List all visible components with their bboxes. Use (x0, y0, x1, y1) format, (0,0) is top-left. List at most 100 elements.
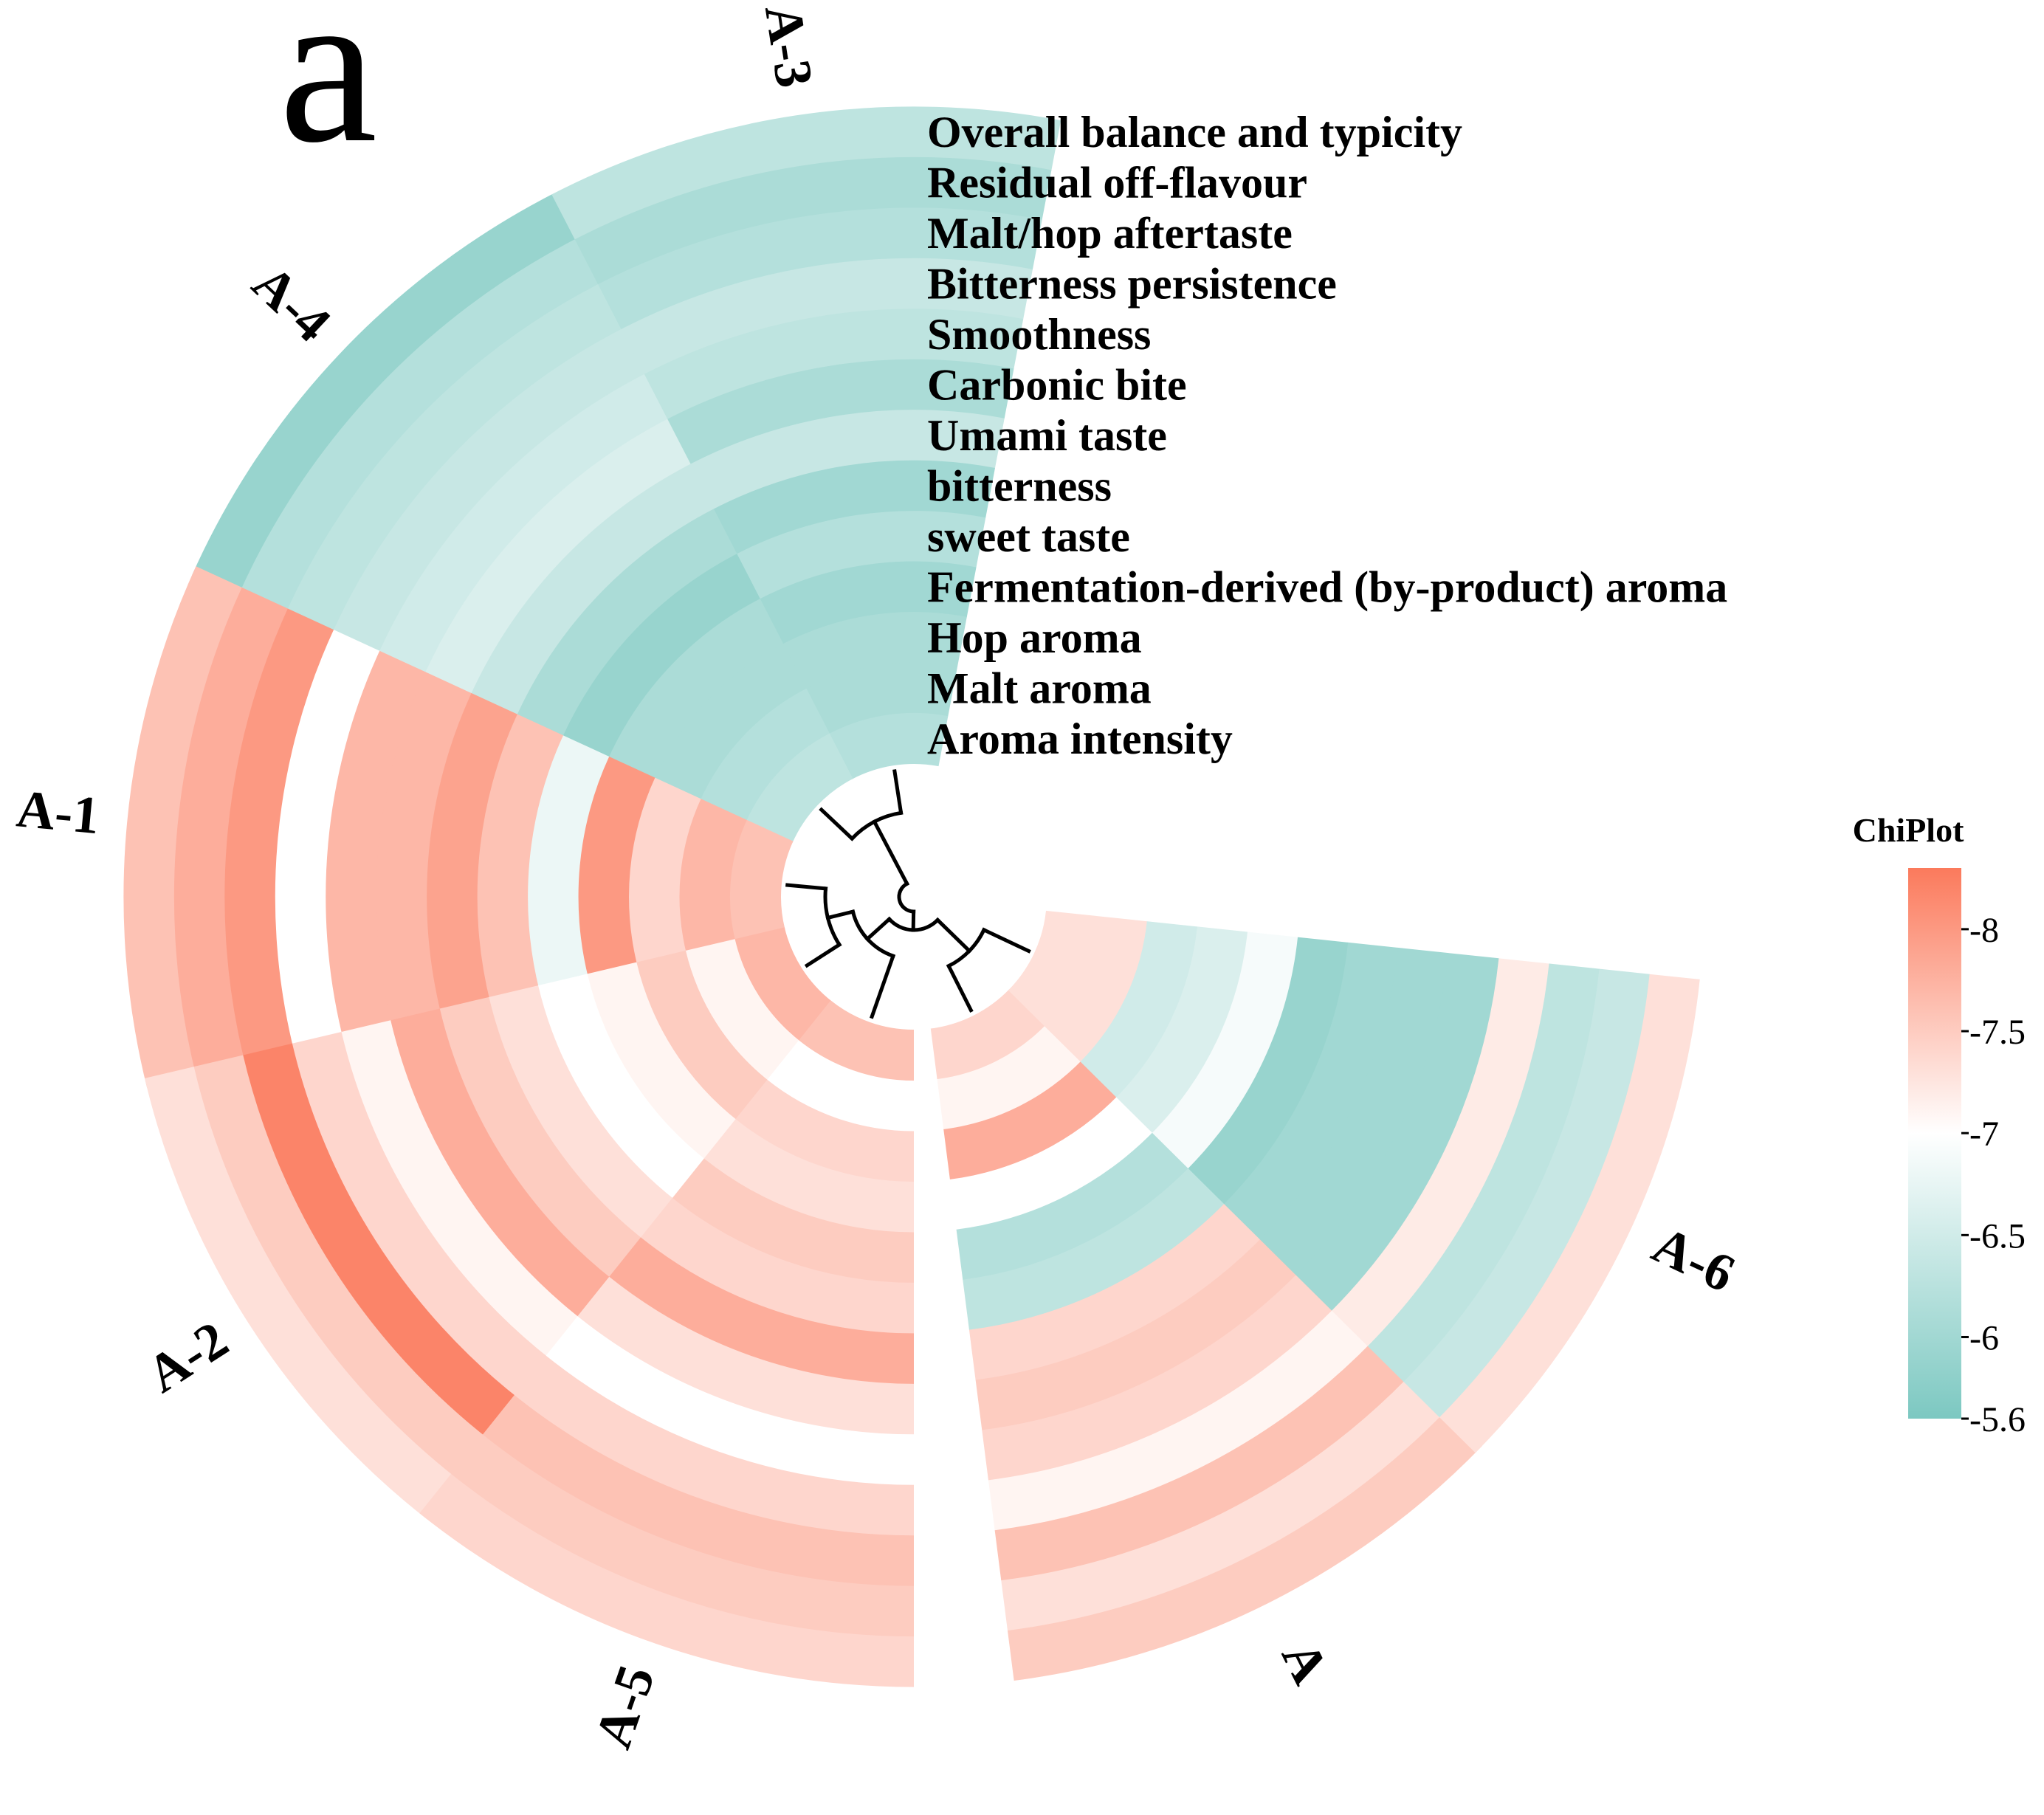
heatmap-cell (390, 1008, 615, 1320)
heatmap-cell (1080, 921, 1197, 1098)
heatmap-cell (613, 258, 1033, 379)
column-label: A-4 (241, 253, 342, 353)
row-label: Residual off-flavour (927, 159, 1307, 207)
heatmap-cell (609, 1236, 914, 1384)
heatmap-cell (1007, 1410, 1483, 1681)
heatmap-cell (1188, 937, 1349, 1205)
legend-tick-label: -6 (1969, 1318, 1999, 1357)
row-label: Umami taste (927, 411, 1167, 460)
heatmap-cell (469, 464, 715, 720)
heatmap-cell (685, 939, 802, 1082)
heatmap-cell (1403, 968, 1650, 1418)
row-label: Hop aroma (927, 613, 1142, 662)
heatmap-cell (994, 1340, 1410, 1581)
heatmap-cell (514, 1355, 914, 1536)
dendrogram-branch (892, 769, 904, 816)
heatmap-cell (956, 1129, 1192, 1280)
heatmap-cell (943, 1059, 1119, 1179)
legend-tick-label: -5.6 (1969, 1400, 2026, 1439)
row-label: Fermentation-derived (by-product) aroma (927, 562, 1727, 611)
row-label: sweet taste (927, 512, 1130, 561)
row-label: bitterness (927, 461, 1112, 510)
heatmap-cell (577, 1276, 914, 1435)
heatmap-cell (703, 1118, 914, 1233)
heatmap-cell (653, 643, 807, 802)
dendrogram (785, 769, 1031, 1019)
dendrogram-branch (935, 917, 972, 954)
heatmap-cell (566, 156, 1052, 289)
heatmap-cell (1115, 926, 1248, 1133)
heatmap-cell (145, 1067, 459, 1520)
heatmap-cell (376, 373, 668, 679)
dendrogram-branch (785, 883, 828, 891)
heatmap-cell (561, 554, 760, 761)
heatmap-cell (1367, 963, 1600, 1382)
heatmap-cell (587, 962, 739, 1162)
heatmap-cell (482, 1394, 914, 1586)
legend-tick-label: -7 (1969, 1115, 1999, 1154)
heatmap-cell (709, 460, 996, 557)
heatmap-cell (1331, 958, 1549, 1346)
heatmap-cell (746, 733, 853, 843)
heatmap-cell (637, 309, 1024, 423)
heatmap-cell (326, 650, 426, 1039)
heatmap-cell (427, 693, 518, 1015)
heatmap-cell (734, 927, 833, 1042)
heatmap-cell (827, 712, 949, 780)
heatmap-cell (578, 756, 655, 978)
dendrogram-branch (946, 963, 974, 1013)
heatmap-cell (528, 735, 610, 991)
heatmap-cell (672, 1158, 914, 1283)
heatmap-cell (1223, 942, 1399, 1240)
heatmap-cell (679, 799, 748, 954)
legend-ticks: -8 -7.5 -7 -6.5 -6 -5.6 (1961, 911, 2026, 1439)
row-label: Overall balance and typicity (927, 108, 1462, 156)
heatmap-cell (1001, 1375, 1446, 1631)
dendrogram-branch (872, 819, 910, 886)
heatmap-cell (538, 974, 708, 1202)
heatmap-cell (238, 239, 599, 617)
heatmap-cell (937, 1024, 1083, 1129)
heatmap-cell (735, 1079, 914, 1182)
heatmap-cell (224, 608, 334, 1064)
row-label: Bitterness persistence (927, 260, 1337, 309)
heatmap-cell (243, 1043, 521, 1440)
heatmap-cell (685, 410, 1005, 512)
heatmap-cell (1152, 931, 1298, 1168)
heatmap-cell (988, 1305, 1374, 1531)
heatmap-cell (641, 1197, 914, 1334)
legend-title: ChiPlot (1853, 811, 1964, 849)
heatmap-cell (930, 989, 1047, 1080)
column-label: A-3 (754, 1, 825, 92)
heatmap-cell (699, 688, 830, 822)
row-label: Malt/hop aftertaste (927, 209, 1293, 258)
dendrogram-branch (981, 927, 1031, 954)
heatmap-cell (799, 1000, 914, 1081)
heatmap-cell (968, 1199, 1264, 1380)
heatmap-cell (451, 1433, 914, 1637)
heatmap-cell (803, 662, 958, 735)
heatmap-cell (661, 359, 1014, 467)
heatmap-cell (477, 714, 564, 1003)
heatmap-cell (341, 1020, 583, 1360)
heatmap-cell (636, 950, 770, 1122)
heatmap-cell (1044, 915, 1147, 1062)
heatmap-cell (629, 777, 702, 966)
column-label: A-2 (137, 1309, 238, 1404)
heatmap-cell (982, 1270, 1338, 1481)
heatmap-cells (123, 106, 1700, 1687)
legend-colorbar (1908, 868, 1961, 1419)
heatmap-cell (780, 612, 967, 691)
heatmap-cell (767, 1039, 914, 1132)
legend-tick-label: -7.5 (1969, 1013, 2026, 1052)
row-label: Aroma intensity (927, 714, 1233, 763)
color-legend: ChiPlot -8 -7.5 -7 -6.5 -6 -5.6 (1853, 811, 2026, 1439)
heatmap-cell (949, 1094, 1155, 1230)
dendrogram-branch (870, 954, 896, 1019)
heatmap-cell (975, 1234, 1301, 1430)
legend-tick-label: -8 (1969, 911, 1999, 950)
heatmap-cell (756, 561, 977, 646)
heatmap-cell (123, 566, 243, 1089)
